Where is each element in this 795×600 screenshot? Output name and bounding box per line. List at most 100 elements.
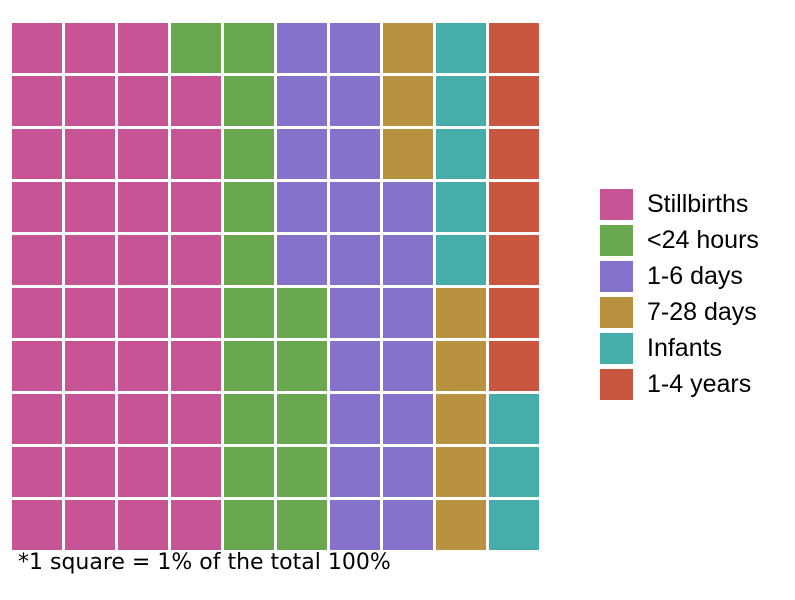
- waffle-square-stillbirths: [65, 341, 115, 391]
- waffle-square-24-hours: [277, 394, 327, 444]
- waffle-square-24-hours: [224, 341, 274, 391]
- waffle-square-1-6-days: [330, 500, 380, 550]
- waffle-square-1-6-days: [383, 447, 433, 497]
- waffle-square-stillbirths: [171, 394, 221, 444]
- waffle-square-1-4-years: [489, 129, 539, 179]
- waffle-square-stillbirths: [118, 341, 168, 391]
- waffle-square-1-6-days: [330, 235, 380, 285]
- waffle-square-infants: [436, 23, 486, 73]
- waffle-square-stillbirths: [12, 23, 62, 73]
- waffle-square-stillbirths: [12, 500, 62, 550]
- waffle-square-7-28-days: [383, 23, 433, 73]
- waffle-square-24-hours: [277, 341, 327, 391]
- waffle-square-24-hours: [224, 394, 274, 444]
- waffle-square-1-4-years: [489, 341, 539, 391]
- waffle-square-7-28-days: [436, 447, 486, 497]
- legend-label: Stillbirths: [647, 189, 749, 218]
- waffle-square-stillbirths: [65, 182, 115, 232]
- legend-item: 1-4 years: [600, 366, 759, 402]
- legend-label: Infants: [647, 333, 723, 362]
- waffle-square-stillbirths: [12, 447, 62, 497]
- waffle-square-1-6-days: [330, 182, 380, 232]
- waffle-square-1-6-days: [330, 23, 380, 73]
- waffle-square-stillbirths: [65, 235, 115, 285]
- waffle-square-24-hours: [224, 447, 274, 497]
- legend-item: Stillbirths: [600, 186, 759, 222]
- waffle-square-24-hours: [224, 235, 274, 285]
- legend-label: 1-4 years: [647, 369, 752, 398]
- waffle-square-24-hours: [277, 288, 327, 338]
- waffle-square-24-hours: [224, 76, 274, 126]
- waffle-square-24-hours: [277, 447, 327, 497]
- waffle-square-stillbirths: [65, 76, 115, 126]
- legend: Stillbirths <24 hours 1-6 days 7-28 days Inf…: [600, 186, 759, 402]
- waffle-chart: [12, 23, 539, 550]
- legend-label: 1-6 days: [647, 261, 743, 290]
- waffle-square-stillbirths: [118, 500, 168, 550]
- waffle-square-1-6-days: [330, 129, 380, 179]
- waffle-square-1-6-days: [277, 76, 327, 126]
- waffle-square-1-6-days: [383, 394, 433, 444]
- waffle-square-stillbirths: [65, 394, 115, 444]
- waffle-square-24-hours: [224, 23, 274, 73]
- legend-swatch: [600, 368, 633, 400]
- waffle-square-1-6-days: [330, 447, 380, 497]
- waffle-square-stillbirths: [12, 394, 62, 444]
- legend-item: <24 hours: [600, 222, 759, 258]
- waffle-square-stillbirths: [171, 447, 221, 497]
- waffle-square-stillbirths: [171, 235, 221, 285]
- waffle-square-infants: [436, 129, 486, 179]
- waffle-square-infants: [436, 235, 486, 285]
- waffle-square-infants: [489, 447, 539, 497]
- legend-swatch: [600, 188, 633, 220]
- waffle-square-1-6-days: [383, 235, 433, 285]
- waffle-square-stillbirths: [171, 129, 221, 179]
- legend-label: <24 hours: [647, 225, 759, 254]
- waffle-square-24-hours: [277, 500, 327, 550]
- waffle-square-1-4-years: [489, 23, 539, 73]
- waffle-square-stillbirths: [118, 23, 168, 73]
- legend-swatch: [600, 260, 633, 292]
- footnote: *1 square = 1% of the total 100%: [18, 550, 391, 575]
- waffle-square-stillbirths: [118, 235, 168, 285]
- waffle-square-infants: [436, 182, 486, 232]
- waffle-square-1-4-years: [489, 235, 539, 285]
- waffle-square-24-hours: [224, 129, 274, 179]
- waffle-square-24-hours: [224, 500, 274, 550]
- waffle-square-24-hours: [224, 182, 274, 232]
- waffle-square-1-6-days: [383, 288, 433, 338]
- waffle-square-stillbirths: [12, 76, 62, 126]
- waffle-square-stillbirths: [65, 23, 115, 73]
- legend-swatch: [600, 296, 633, 328]
- waffle-square-stillbirths: [118, 76, 168, 126]
- waffle-square-infants: [489, 500, 539, 550]
- waffle-square-stillbirths: [118, 394, 168, 444]
- waffle-square-stillbirths: [12, 182, 62, 232]
- waffle-square-1-6-days: [383, 182, 433, 232]
- waffle-square-infants: [436, 76, 486, 126]
- waffle-square-1-6-days: [330, 76, 380, 126]
- legend-item: Infants: [600, 330, 759, 366]
- legend-swatch: [600, 224, 633, 256]
- waffle-square-stillbirths: [118, 288, 168, 338]
- waffle-square-stillbirths: [171, 341, 221, 391]
- waffle-square-stillbirths: [118, 182, 168, 232]
- waffle-square-1-6-days: [277, 182, 327, 232]
- waffle-square-stillbirths: [171, 500, 221, 550]
- waffle-square-7-28-days: [436, 394, 486, 444]
- waffle-square-stillbirths: [118, 129, 168, 179]
- waffle-square-7-28-days: [436, 341, 486, 391]
- waffle-square-1-6-days: [330, 341, 380, 391]
- waffle-square-7-28-days: [436, 288, 486, 338]
- waffle-square-stillbirths: [65, 288, 115, 338]
- waffle-square-stillbirths: [65, 447, 115, 497]
- legend-item: 1-6 days: [600, 258, 759, 294]
- waffle-square-1-4-years: [489, 76, 539, 126]
- waffle-square-infants: [489, 394, 539, 444]
- waffle-square-1-6-days: [383, 341, 433, 391]
- waffle-square-1-6-days: [277, 129, 327, 179]
- waffle-square-stillbirths: [171, 182, 221, 232]
- legend-swatch: [600, 332, 633, 364]
- waffle-square-7-28-days: [436, 500, 486, 550]
- legend-item: 7-28 days: [600, 294, 759, 330]
